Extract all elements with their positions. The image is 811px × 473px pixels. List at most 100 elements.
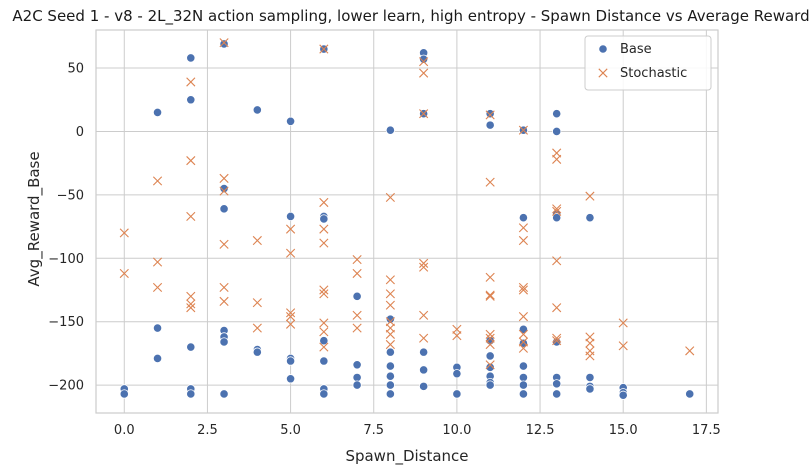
- base-point: [219, 183, 229, 194]
- base-point: [385, 371, 395, 381]
- base-point: [385, 361, 395, 371]
- stochastic-point: [285, 224, 296, 234]
- x-tick-label: 2.5: [197, 423, 218, 438]
- stochastic-point: [186, 211, 196, 222]
- base-point: [186, 95, 196, 105]
- base-point: [419, 54, 429, 64]
- base-point: [186, 53, 196, 63]
- stochastic-point: [352, 254, 362, 265]
- base-point: [352, 372, 362, 383]
- base-point: [152, 323, 163, 333]
- base-point: [585, 384, 595, 394]
- stochastic-point: [385, 275, 395, 285]
- base-point: [518, 338, 529, 348]
- y-axis-label: Avg_Reward_Base: [25, 151, 44, 286]
- base-point: [419, 347, 429, 357]
- stochastic-point: [152, 176, 163, 186]
- x-axis-label: Spawn_Distance: [345, 447, 468, 466]
- x-tick-label: 0.0: [114, 423, 135, 438]
- base-point: [518, 361, 529, 371]
- stochastic-point: [219, 38, 229, 48]
- base-point: [219, 39, 229, 49]
- stochastic-point: [585, 351, 595, 361]
- stochastic-point: [352, 268, 362, 279]
- stochastic-point: [385, 289, 395, 299]
- base-point: [419, 365, 429, 375]
- y-axis-ticks: −200 −150 −100 −50 0 50: [48, 62, 84, 394]
- base-point: [685, 389, 695, 399]
- base-point: [319, 356, 329, 366]
- stochastic-point: [419, 109, 429, 119]
- y-tick-label: 50: [67, 62, 84, 77]
- base-point: [219, 389, 229, 399]
- y-tick-label: −50: [57, 188, 84, 203]
- stochastic-point: [219, 173, 229, 183]
- stochastic-point: [319, 44, 329, 54]
- base-point: [285, 116, 296, 126]
- base-point: [518, 389, 529, 399]
- x-tick-label: 10.0: [442, 423, 471, 438]
- base-point: [352, 360, 362, 370]
- stochastic-point: [419, 333, 429, 343]
- stochastic-point: [552, 333, 562, 343]
- stochastic-point: [552, 256, 562, 266]
- stochastic-point: [385, 329, 395, 339]
- stochastic-point: [552, 154, 562, 164]
- stochastic-point: [319, 238, 329, 248]
- base-point: [319, 336, 329, 346]
- stochastic-point: [518, 282, 529, 293]
- stochastic-point: [186, 156, 196, 166]
- x-axis-ticks: 0.0 2.5 5.0 7.5 10.0 12.5 15.0 17.5: [114, 423, 721, 438]
- base-point: [419, 381, 429, 391]
- y-tick-label: −150: [48, 315, 84, 330]
- stochastic-point: [219, 186, 229, 196]
- stochastic-point: [285, 248, 296, 258]
- stochastic-point: [419, 262, 429, 272]
- stochastic-point: [552, 206, 562, 216]
- stochastic-point: [485, 272, 495, 282]
- base-point: [485, 120, 495, 130]
- stochastic-point: [252, 298, 262, 308]
- stochastic-point: [119, 268, 129, 279]
- stochastic-point: [552, 204, 562, 214]
- base-point: [385, 389, 395, 399]
- legend: Base Stochastic: [584, 35, 712, 91]
- stochastic-point: [186, 303, 196, 313]
- base-point: [119, 389, 129, 399]
- base-point: [319, 214, 329, 224]
- stochastic-point: [219, 239, 229, 249]
- legend-stochastic-x: [598, 68, 608, 78]
- base-point: [518, 372, 529, 383]
- stochastic-point: [285, 319, 296, 329]
- stochastic-point: [285, 312, 296, 322]
- stochastic-point: [419, 310, 429, 320]
- stochastic-point: [319, 289, 329, 299]
- base-point: [352, 380, 362, 390]
- y-tick-label: 0: [76, 125, 84, 140]
- stochastic-point: [585, 191, 595, 201]
- base-point: [452, 389, 462, 399]
- stochastic-point: [485, 110, 495, 120]
- legend-base-label: Base: [620, 42, 652, 57]
- stochastic-point: [252, 235, 262, 246]
- stochastic-point: [518, 343, 529, 353]
- base-point: [152, 353, 163, 364]
- stochastic-point: [352, 323, 362, 333]
- y-tick-label: −200: [48, 379, 84, 394]
- base-point: [352, 291, 362, 301]
- base-point: [319, 389, 329, 399]
- stochastic-point: [618, 318, 628, 328]
- base-point: [552, 389, 562, 399]
- x-tick-label: 15.0: [609, 423, 638, 438]
- plot-area-frame: [95, 29, 719, 414]
- stochastic-point: [152, 282, 163, 293]
- base-point: [186, 389, 196, 399]
- base-point: [518, 380, 529, 390]
- stochastic-point: [485, 290, 495, 300]
- base-point: [485, 380, 495, 390]
- stochastic-point: [419, 68, 429, 78]
- base-point: [452, 369, 462, 379]
- stochastic-point: [385, 300, 395, 310]
- stochastic-point: [518, 223, 529, 233]
